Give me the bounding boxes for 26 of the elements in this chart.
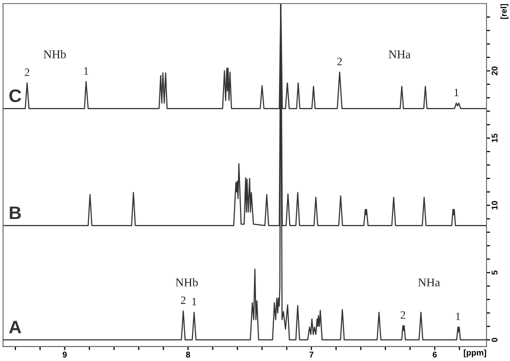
x-tick-label: 9 xyxy=(62,352,67,358)
annotation: NHa xyxy=(388,50,410,58)
x-tick-label: 8 xyxy=(186,352,190,358)
series-label: C xyxy=(9,89,22,102)
annotation: NHa xyxy=(418,278,440,286)
annotation: 2 xyxy=(400,311,406,319)
annotation: 2 xyxy=(180,296,186,304)
x-tick-label: 6 xyxy=(432,352,437,358)
annotation: 1 xyxy=(192,298,196,306)
y-tick-label: 0 xyxy=(492,338,498,342)
annotation: 1 xyxy=(454,88,458,96)
y-tick-label: 20 xyxy=(492,66,498,76)
annotation: NHb xyxy=(44,50,66,58)
series-label: B xyxy=(10,206,21,219)
x-axis-title: [ppm] xyxy=(464,349,486,358)
y-tick-label: 10 xyxy=(492,201,498,210)
y-tick-label: 5 xyxy=(492,270,498,275)
annotation: NHb xyxy=(176,278,198,286)
y-tick-label: 15 xyxy=(492,134,498,142)
y-axis-title: [rel] xyxy=(500,4,508,19)
series-label: A xyxy=(9,320,22,334)
x-tick-label: 7 xyxy=(309,352,314,358)
annotation: 2 xyxy=(24,68,30,76)
annotation: 1 xyxy=(456,312,460,320)
annotation: 1 xyxy=(84,67,88,75)
annotation: 2 xyxy=(337,58,342,66)
